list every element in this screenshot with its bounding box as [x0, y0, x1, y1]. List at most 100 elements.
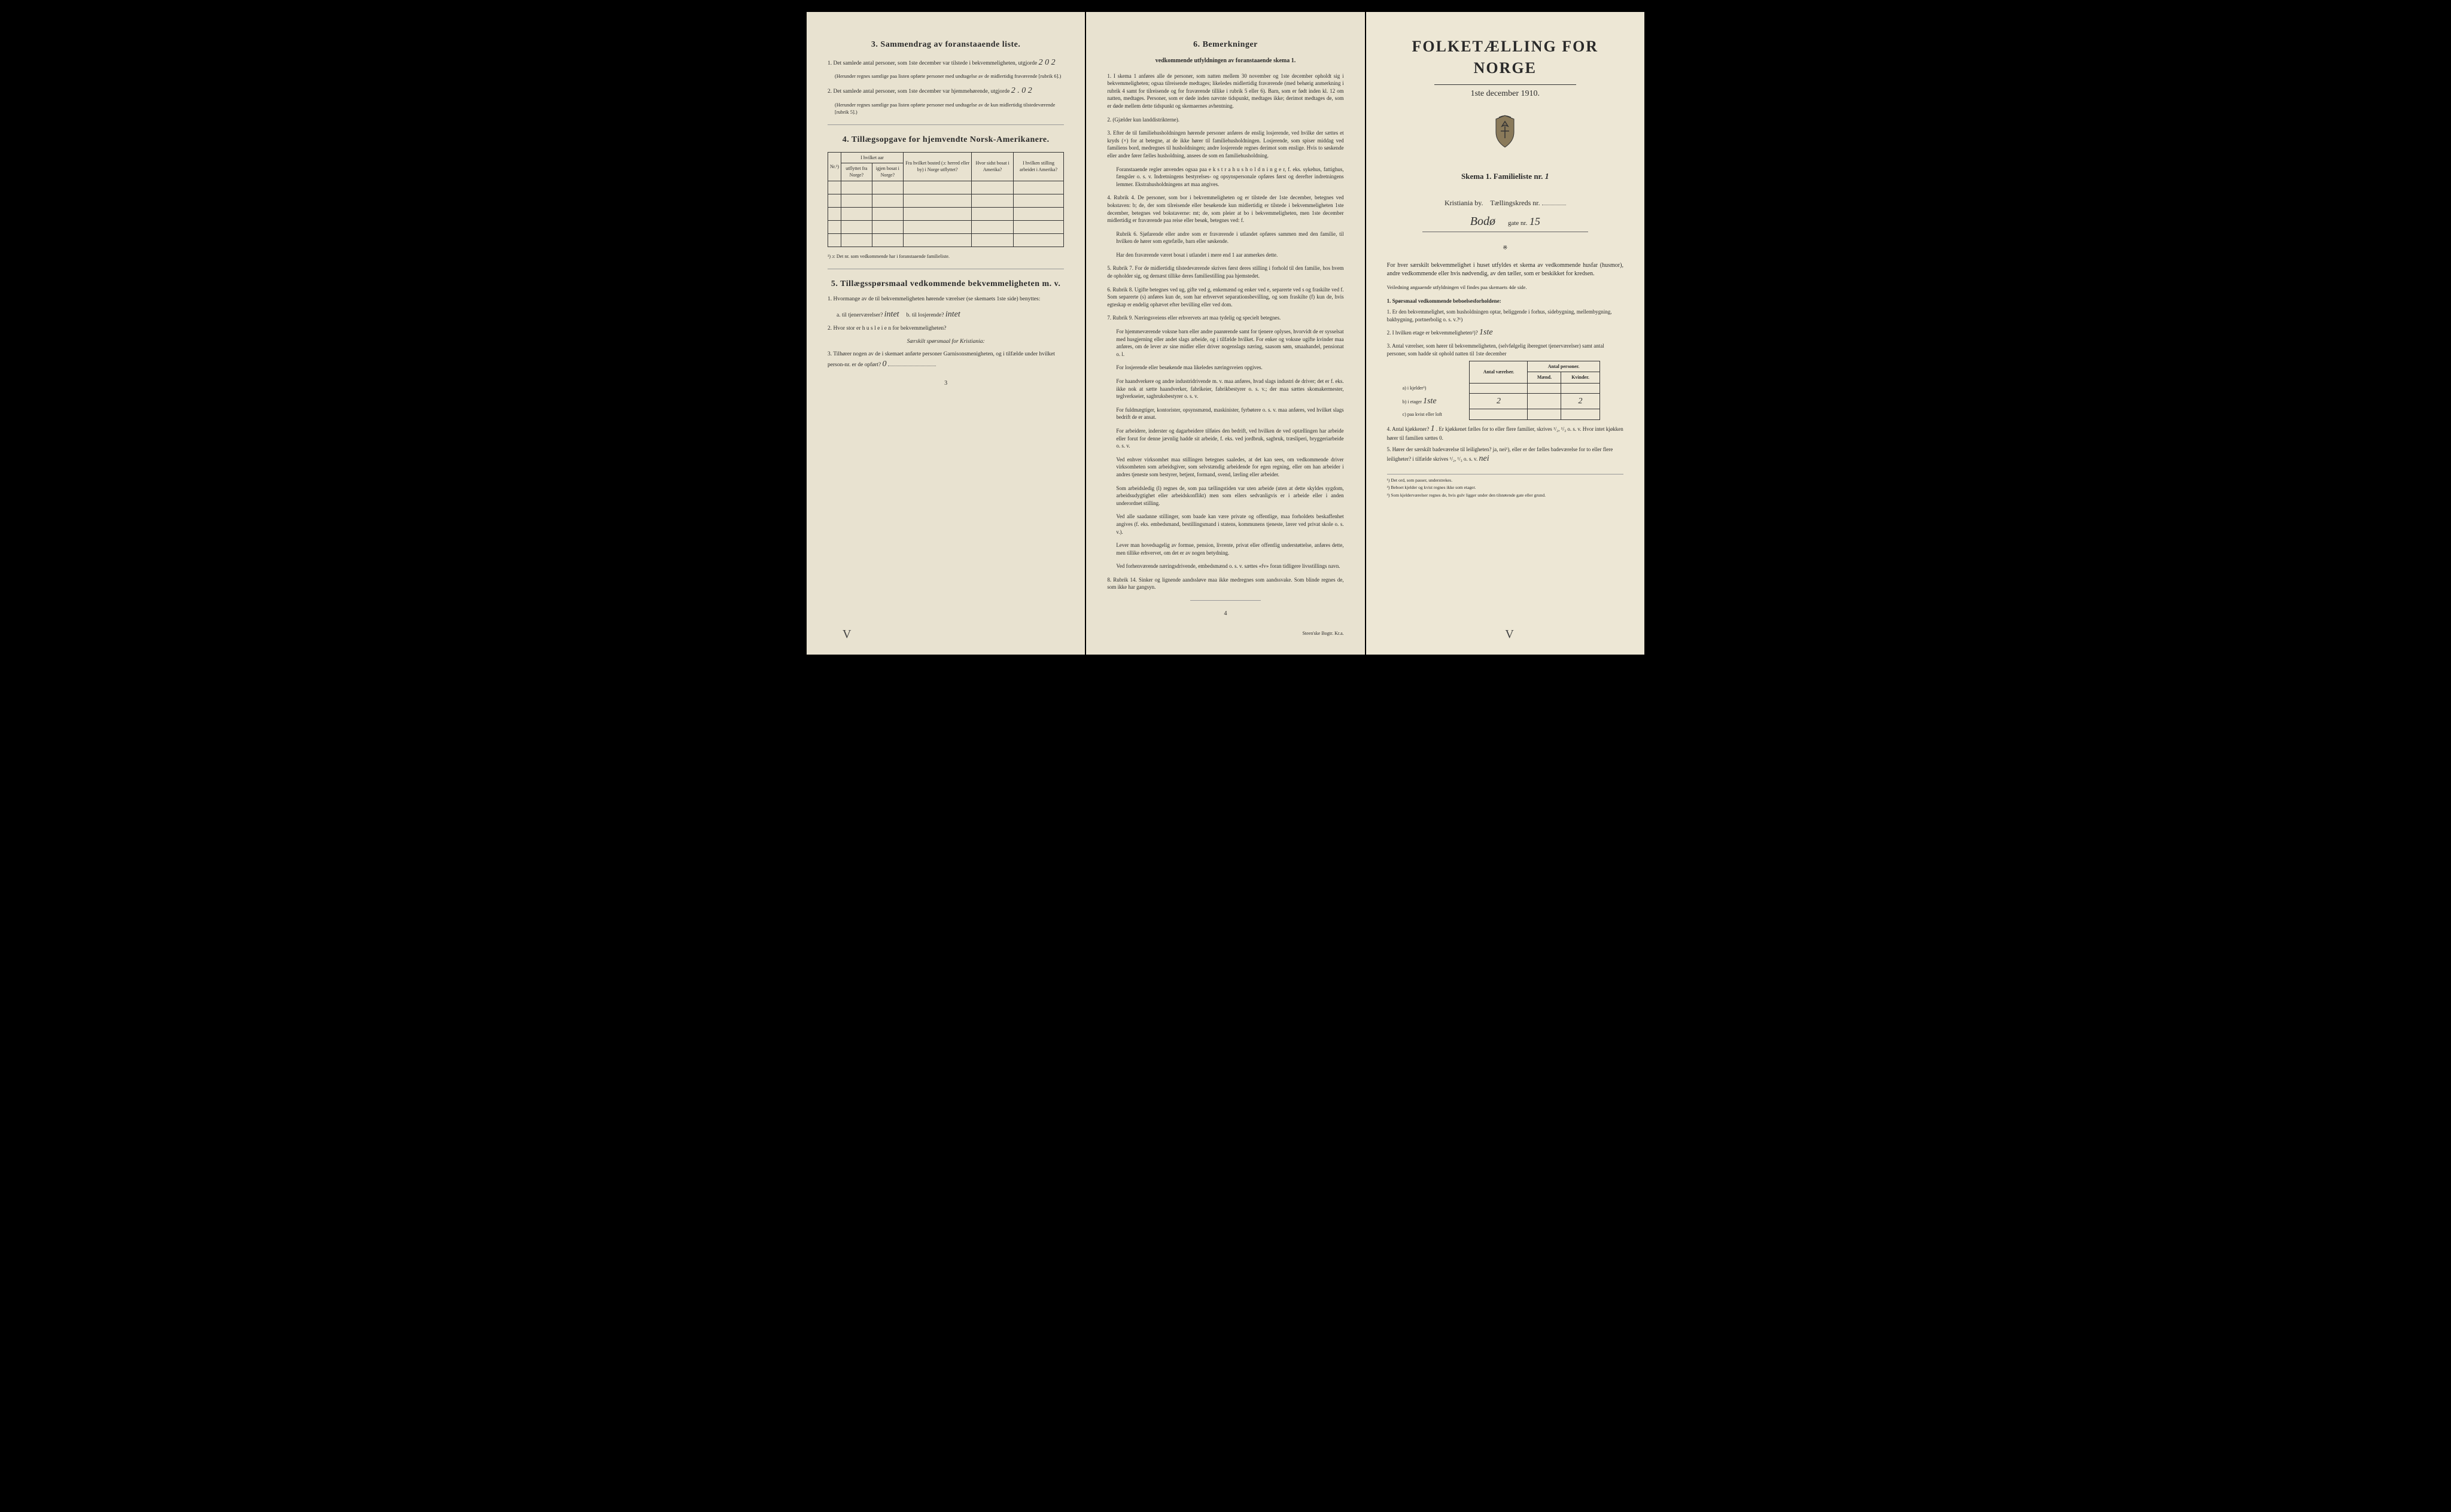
- th-women: Kvinder.: [1561, 372, 1599, 383]
- q4: 4. Antal kjøkkener? 1 . Er kjøkkenet fæl…: [1387, 423, 1623, 442]
- fn2: ²) Beboet kjelder og kvist regnes ikke s…: [1387, 485, 1623, 491]
- fn1: ¹) Det ord, som passer, understrekes.: [1387, 477, 1623, 484]
- table-row: [828, 207, 1064, 220]
- crest-icon: [1490, 114, 1520, 150]
- remark-7d: For fuldmægtiger, kontorister, opsynsmæn…: [1116, 406, 1343, 421]
- title-rule: [1434, 84, 1576, 85]
- divider: [1190, 600, 1261, 601]
- footnotes: ¹) Det ord, som passer, understrekes. ²)…: [1387, 474, 1623, 499]
- th-men: Mænd.: [1528, 372, 1561, 383]
- col-year-header: I hvilket aar: [841, 153, 904, 163]
- item-1-note: (Herunder regnes samtlige paa listen opf…: [835, 73, 1064, 80]
- remark-7a: For hjemmeværende voksne barn eller andr…: [1116, 328, 1343, 358]
- remark-8: 8. Rubrik 14. Sinker og lignende aandssl…: [1107, 576, 1343, 591]
- q2-note: Særskilt spørsmaal for Kristiania:: [828, 338, 1064, 346]
- remark-7-intro: 7. Rubrik 9. Næringsveiens eller erhverv…: [1107, 314, 1343, 322]
- cell-rooms: 2: [1470, 393, 1528, 409]
- remark-7c: For haandverkere og andre industridriven…: [1116, 378, 1343, 400]
- col-occupation: I hvilken stilling arbeidet i Amerika?: [1013, 153, 1064, 181]
- remark-7g: Som arbeidsledig (l) regnes de, som paa …: [1116, 485, 1343, 507]
- section-5-title: 5. Tillægsspørsmaal vedkommende bekvemme…: [828, 278, 1064, 290]
- table-row: a) i kjelder³): [1399, 383, 1600, 393]
- table-row: [828, 220, 1064, 233]
- q1a-value: intet: [884, 310, 899, 319]
- table-row: [828, 233, 1064, 247]
- table-row: c) paa kvist eller loft: [1399, 409, 1600, 419]
- item-1-value: 2 0 2: [1039, 58, 1056, 67]
- remark-2: 2. (Gjælder kun landdistrikterne).: [1107, 116, 1343, 124]
- q3: 3. Antal værelser, som hører til bekvemm…: [1387, 342, 1623, 357]
- page-number: 4: [1107, 610, 1343, 618]
- skema-line: Skema 1. Familieliste nr. 1: [1387, 171, 1623, 183]
- remark-3b: Foranstaaende regler anvendes ogsaa paa …: [1116, 166, 1343, 188]
- col-where: Hvor sidst bosat i Amerika?: [972, 153, 1013, 181]
- address-line: Bodø gate nr. 15: [1422, 213, 1588, 232]
- question-list: 1. Spørsmaal vedkommende beboelsesforhol…: [1387, 297, 1623, 465]
- rooms-table: Antal værelser. Antal personer. Mænd. Kv…: [1399, 361, 1600, 419]
- familieliste-nr: 1: [1545, 172, 1549, 181]
- item-2-value: 2 . 0 2: [1011, 86, 1032, 95]
- q1: 1. Hvormange av de til bekvemmeligheten …: [828, 296, 1064, 303]
- page-4: 6. Bemerkninger vedkommende utfyldningen…: [1086, 12, 1364, 655]
- col-year-out: utflyttet fra Norge?: [841, 163, 872, 181]
- remark-7e: For arbeidere, inderster og dagarbeidere…: [1116, 427, 1343, 450]
- rubrik-6a: Rubrik 6. Sjøfarende eller andre som er …: [1116, 230, 1343, 245]
- page-3: 3. Sammendrag av foranstaaende liste. 1.…: [807, 12, 1085, 655]
- cell-women: 2: [1561, 393, 1599, 409]
- col-from: Fra hvilket bosted (ɔ: herred eller by) …: [903, 153, 971, 181]
- q2: 2. I hvilken etage er bekvemmeligheten²)…: [1387, 327, 1623, 339]
- section-6-title: 6. Bemerkninger: [1107, 39, 1343, 51]
- remark-7i: Lever man hovedsagelig av formue, pensio…: [1116, 541, 1343, 556]
- col-nr: Nr.¹): [828, 153, 841, 181]
- section-4-title: 4. Tillægsopgave for hjemvendte Norsk-Am…: [828, 134, 1064, 146]
- remark-4: 4. Rubrik 4. De personer, som bor i bekv…: [1107, 194, 1343, 224]
- main-title: FOLKETÆLLING FOR NORGE: [1387, 36, 1623, 80]
- q1: 1. Er den bekvemmelighet, som husholdnin…: [1387, 308, 1623, 323]
- emigrant-table: Nr.¹) I hvilket aar Fra hvilket bosted (…: [828, 152, 1064, 247]
- section-4-footnote: ¹) ɔ: Det nr. som vedkommende har i fora…: [828, 253, 1064, 260]
- th-persons: Antal personer.: [1528, 361, 1599, 372]
- remark-7f: Ved enhver virksomhet maa stillingen bet…: [1116, 456, 1343, 479]
- remark-7j: Ved forhenværende næringsdrivende, embed…: [1116, 562, 1343, 570]
- q1-answers: a. til tjenerværelser? intet b. til losj…: [837, 309, 1064, 321]
- census-document: 3. Sammendrag av foranstaaende liste. 1.…: [807, 12, 1644, 655]
- remark-3a: 3. Efter de til familiehusholdningen hør…: [1107, 129, 1343, 159]
- th-rooms: Antal værelser.: [1470, 361, 1528, 383]
- page-number: 3: [828, 379, 1064, 388]
- intro-note: Veiledning angaaende utfyldningen vil fi…: [1387, 284, 1623, 291]
- check-mark: V: [843, 626, 851, 643]
- census-date: 1ste december 1910.: [1387, 88, 1623, 100]
- fn3: ³) Som kjelderværelser regnes de, hvis g…: [1387, 492, 1623, 499]
- remark-7h: Ved alle saadanne stillinger, som baade …: [1116, 513, 1343, 536]
- check-mark: V: [1505, 626, 1513, 643]
- col-year-back: igjen bosat i Norge?: [872, 163, 903, 181]
- remark-1: 1. I skema 1 anføres alle de personer, s…: [1107, 72, 1343, 110]
- q5: 5. Hører der særskilt badeværelse til le…: [1387, 446, 1623, 465]
- item-2: 2. Det samlede antal personer, som 1ste …: [828, 85, 1064, 97]
- rubrik-6b: Har den fraværende været bosat i utlande…: [1116, 251, 1343, 259]
- location-line: Kristiania by. Tællingskreds nr.: [1387, 198, 1623, 208]
- q3-value: 0: [883, 360, 887, 369]
- printer-credit: Steen'ske Bogtr. Kr.a.: [1107, 630, 1343, 637]
- q4-value: 1: [1431, 424, 1435, 433]
- section-6-subtitle: vedkommende utfyldningen av foranstaaend…: [1107, 57, 1343, 65]
- table-row: [828, 181, 1064, 194]
- q2-value: 1ste: [1479, 328, 1493, 337]
- q2: 2. Hvor stor er h u s l e i e n for bekv…: [828, 325, 1064, 333]
- q-header: 1. Spørsmaal vedkommende beboelsesforhol…: [1387, 297, 1623, 305]
- section-3-title: 3. Sammendrag av foranstaaende liste.: [828, 39, 1064, 51]
- item-1: 1. Det samlede antal personer, som 1ste …: [828, 57, 1064, 69]
- street-number: 15: [1529, 215, 1540, 227]
- intro-text: For hver særskilt bekvemmelighet i huset…: [1387, 261, 1623, 278]
- street-name: Bodø: [1470, 215, 1495, 228]
- table-row: [828, 194, 1064, 207]
- table-row: b) i etager 1ste 2 2: [1399, 393, 1600, 409]
- ornament: ※: [1387, 244, 1623, 252]
- coat-of-arms: [1387, 114, 1623, 153]
- item-2-note: (Herunder regnes samtlige paa listen opf…: [835, 102, 1064, 116]
- remark-6: 6. Rubrik 8. Ugifte betegnes ved ug, gif…: [1107, 286, 1343, 309]
- q3: 3. Tilhører nogen av de i skemaet anført…: [828, 351, 1064, 370]
- divider: [828, 124, 1064, 125]
- remark-5: 5. Rubrik 7. For de midlertidig tilstede…: [1107, 264, 1343, 279]
- q1b-value: intet: [945, 310, 960, 319]
